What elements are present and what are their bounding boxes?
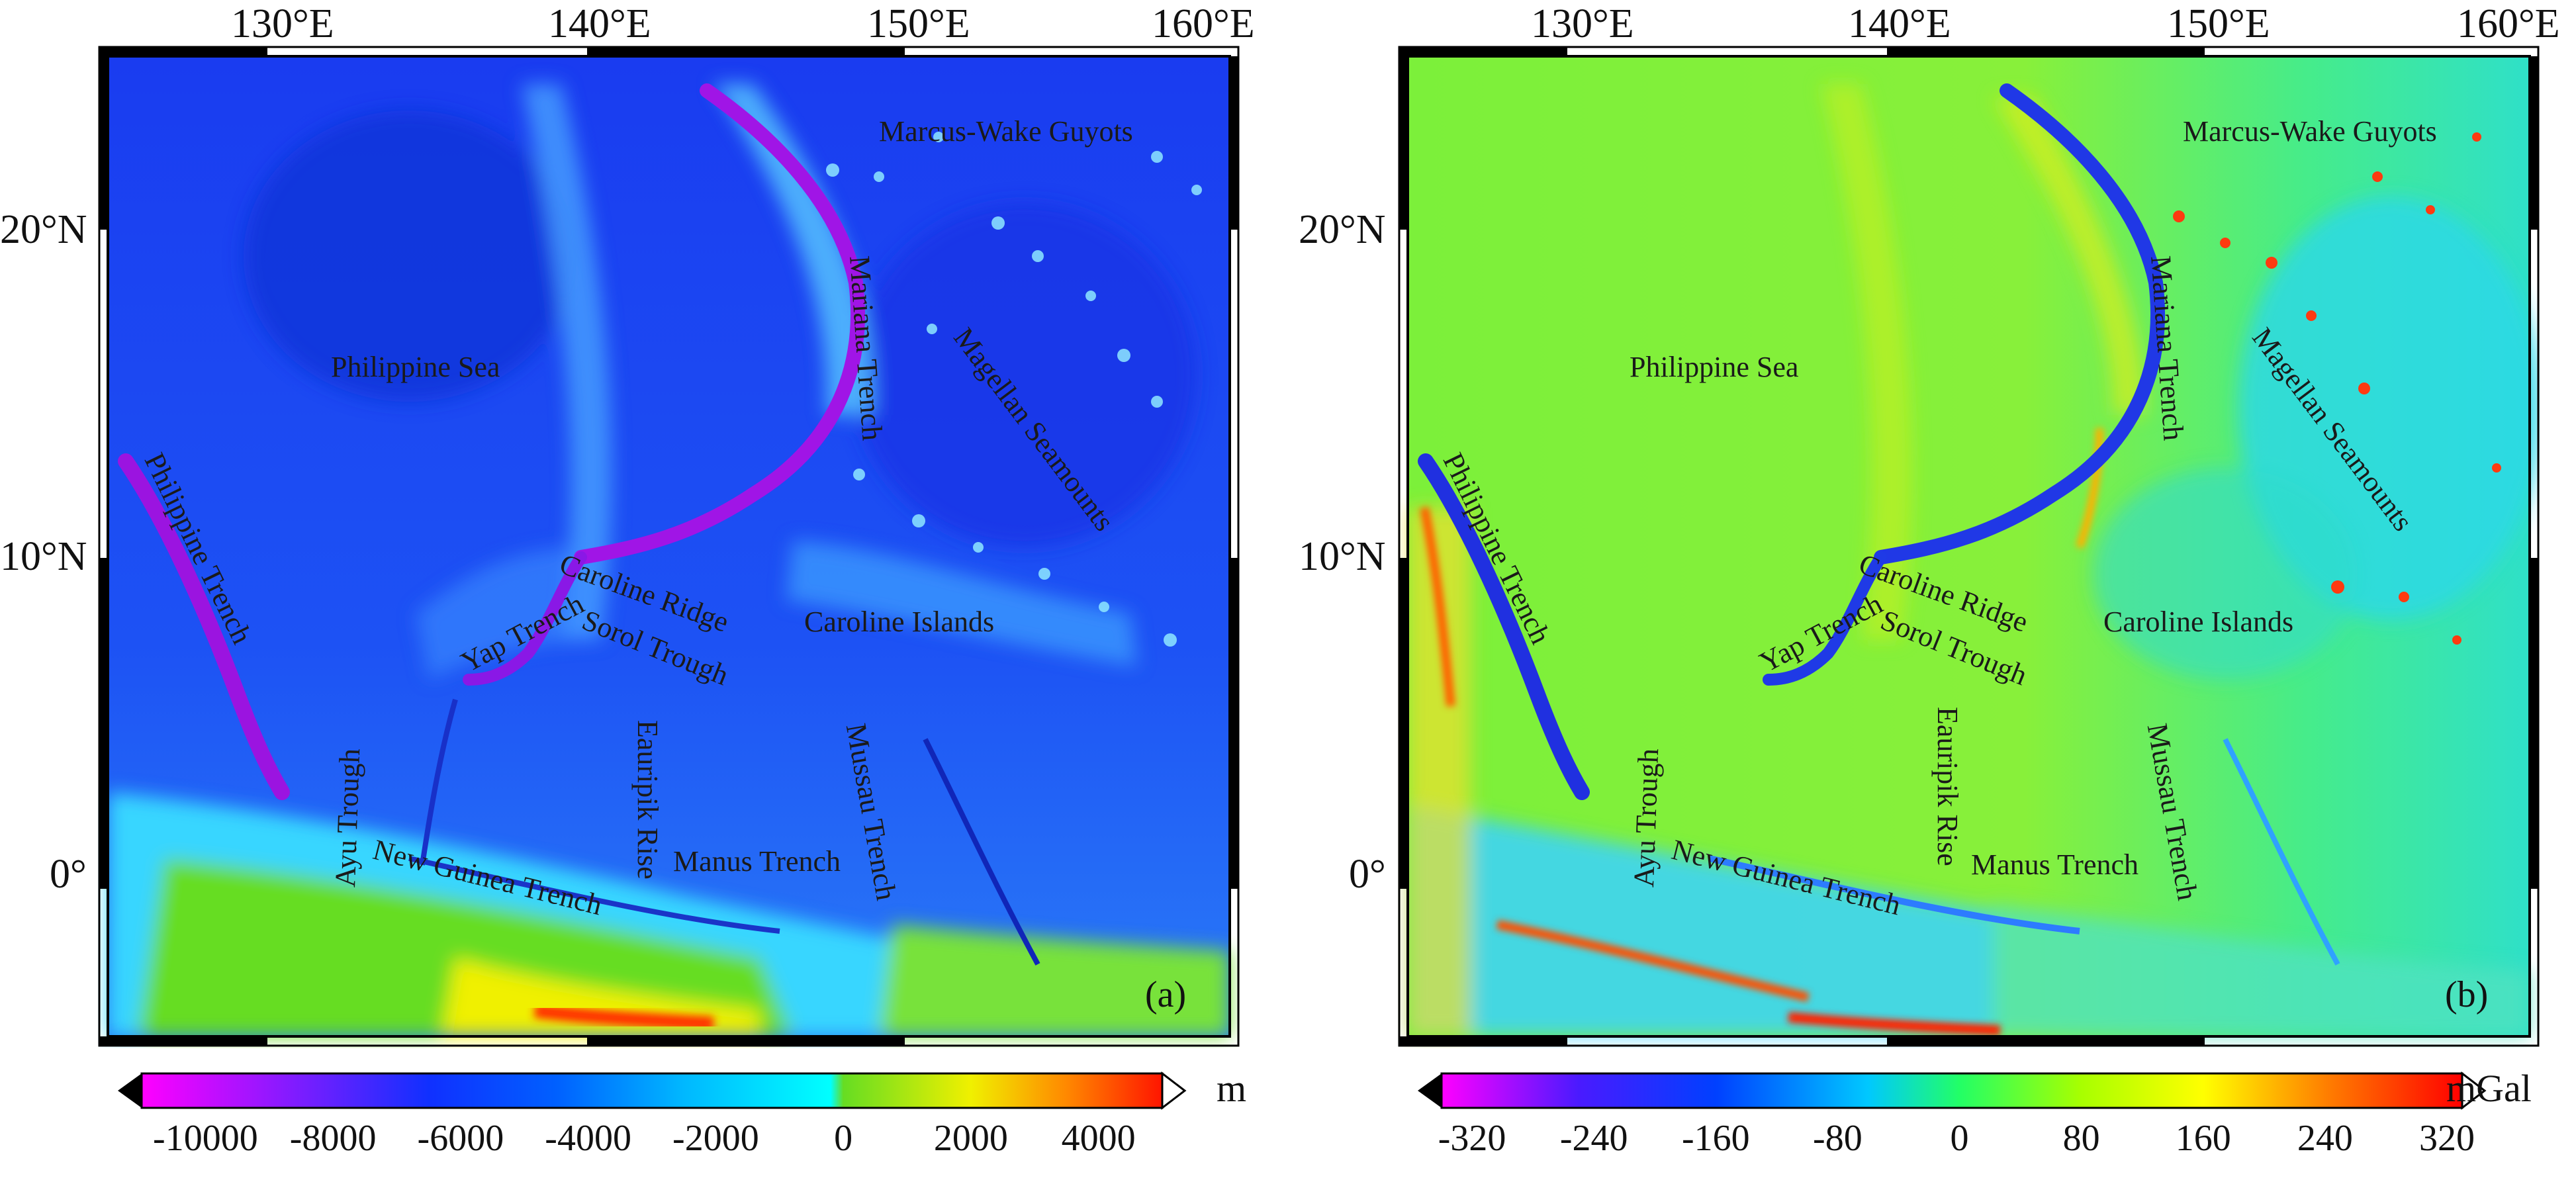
- mussau-trench-anomaly-line: [2223, 738, 2340, 966]
- philippine-trench-line: [118, 453, 290, 800]
- new-guinea-trench-line: [408, 856, 780, 934]
- colorbar-a-ramp: [140, 1072, 1164, 1109]
- colorbar-tick-label: 240: [2297, 1118, 2353, 1159]
- colorbar-tick-label: -240: [1559, 1118, 1628, 1159]
- bathymetry-map: [98, 46, 1240, 1047]
- lat-label-10n: 10°N: [1299, 534, 1386, 579]
- colorbar-tick-label: 0: [834, 1118, 853, 1159]
- lon-label-150e: 150°E: [867, 1, 970, 46]
- mariana-trench-line: [574, 83, 865, 565]
- lon-label-130e: 130°E: [231, 1, 334, 46]
- colorbar-tick-label: -4000: [545, 1118, 631, 1159]
- place-label-ayu-trough: Ayu Trough: [329, 748, 367, 888]
- colorbar-tick-label: 2000: [933, 1118, 1008, 1159]
- place-label-caroline-islands: Caroline Islands: [2103, 606, 2294, 638]
- colorbar-a: [118, 1071, 1187, 1111]
- lat-label-10n: 10°N: [0, 534, 87, 579]
- lon-label-150e: 150°E: [2167, 1, 2270, 46]
- place-label-manus-trench: Manus Trench: [1971, 848, 2139, 881]
- colorbar-tick-label: -6000: [417, 1118, 504, 1159]
- colorbar-tick-label: -160: [1681, 1118, 1750, 1159]
- colorbar-b: [1418, 1071, 2487, 1111]
- place-label-caroline-islands: Caroline Islands: [804, 606, 995, 638]
- ayu-trough-line: [420, 698, 458, 866]
- place-label-manus-trench: Manus Trench: [673, 845, 841, 878]
- lat-label-0: 0°: [1349, 852, 1386, 897]
- colorbar-b-ramp: [1440, 1072, 2463, 1109]
- lat-label-20n: 20°N: [1299, 207, 1386, 252]
- lon-label-140e: 140°E: [1848, 1, 1951, 46]
- mariana-trench-anomaly-line: [1874, 83, 2165, 565]
- colorbar-tick-label: 4000: [1061, 1118, 1136, 1159]
- philippine-trench-anomaly-line: [1418, 453, 1590, 800]
- place-label-eauripik-rise: Eauripik Rise: [631, 720, 664, 880]
- colorbar-tick-label: -10000: [153, 1118, 258, 1159]
- colorbar-tick-label: -80: [1813, 1118, 1863, 1159]
- gravity-anomaly-map: [1398, 46, 2540, 1047]
- panel-tag-a: (a): [1145, 974, 1187, 1015]
- yap-trench-line: [463, 551, 587, 686]
- place-label-eauripik-rise: Eauripik Rise: [1931, 707, 1964, 866]
- place-label-philippine-sea: Philippine Sea: [331, 351, 500, 383]
- lon-label-160e: 160°E: [1152, 1, 1255, 46]
- colorbar-a-underflow-triangle: [118, 1073, 142, 1108]
- colorbar-b-underflow-triangle: [1418, 1073, 1442, 1108]
- colorbar-a-overflow-triangle: [1161, 1071, 1187, 1111]
- colorbar-b-unit: mGal: [2446, 1067, 2532, 1110]
- colorbar-tick-label: -8000: [289, 1118, 377, 1159]
- lat-label-20n: 20°N: [0, 207, 87, 252]
- new-guinea-trench-anomaly-line: [1708, 855, 2080, 934]
- colorbar-tick-label: 0: [1950, 1118, 1969, 1159]
- lat-label-0: 0°: [50, 852, 87, 897]
- lon-label-140e: 140°E: [548, 1, 651, 46]
- place-label-philippine-sea: Philippine Sea: [1630, 351, 1799, 383]
- place-label-marcus-wake-guyots: Marcus-Wake Guyots: [2183, 115, 2437, 148]
- yap-trench-anomaly-line: [1763, 551, 1887, 686]
- place-label-marcus-wake-guyots: Marcus-Wake Guyots: [879, 115, 1133, 148]
- colorbar-tick-label: 160: [2175, 1118, 2231, 1159]
- colorbar-tick-label: -2000: [672, 1118, 759, 1159]
- place-label-ayu-trough: Ayu Trough: [1628, 748, 1665, 888]
- lon-label-160e: 160°E: [2457, 1, 2560, 46]
- colorbar-tick-label: 80: [2062, 1118, 2100, 1159]
- lon-label-130e: 130°E: [1531, 1, 1634, 46]
- colorbar-tick-label: -320: [1438, 1118, 1506, 1159]
- colorbar-b-overflow-triangle: [2461, 1071, 2487, 1111]
- panel-tag-b: (b): [2445, 974, 2489, 1015]
- mussau-trench-line: [923, 738, 1040, 966]
- colorbar-a-unit: m: [1217, 1067, 1247, 1110]
- colorbar-tick-label: 320: [2418, 1118, 2475, 1159]
